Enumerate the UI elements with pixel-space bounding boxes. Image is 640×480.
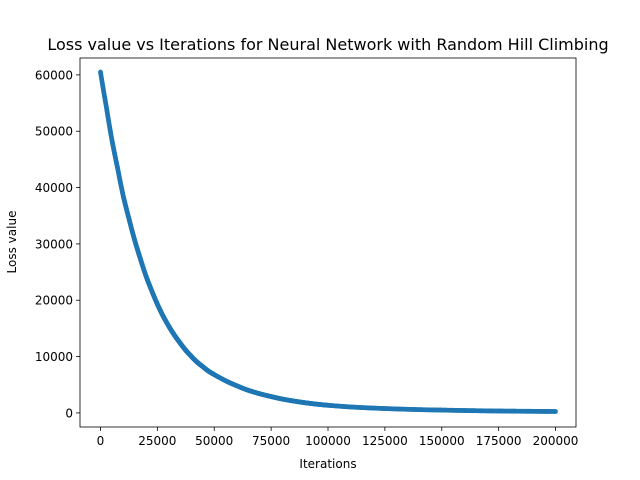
x-tick-label: 175000 (476, 434, 522, 448)
y-tick-label: 60000 (35, 68, 73, 82)
x-tick-label: 50000 (195, 434, 233, 448)
plot-frame (79, 57, 577, 428)
x-axis-ticks: 0 25000 50000 75000 100000 125000 150000 175000… (97, 427, 579, 448)
y-tick-label: 40000 (35, 181, 73, 195)
x-tick-label: 25000 (138, 434, 176, 448)
x-tick-label: 150000 (419, 434, 465, 448)
x-axis-label: Iterations (299, 457, 356, 471)
y-tick-label: 10000 (35, 350, 73, 364)
x-tick-label: 100000 (305, 434, 351, 448)
data-point (553, 409, 558, 414)
y-tick-label: 50000 (35, 125, 73, 139)
y-axis-ticks: 0 10000 20000 30000 40000 50000 60000 (35, 68, 80, 420)
x-tick-label: 75000 (252, 434, 290, 448)
y-tick-label: 30000 (35, 237, 73, 251)
y-axis-label: Loss value (5, 211, 19, 274)
x-tick-label: 200000 (533, 434, 579, 448)
x-tick-label: 125000 (362, 434, 408, 448)
chart-title: Loss value vs Iterations for Neural Netw… (47, 35, 608, 54)
y-tick-label: 20000 (35, 294, 73, 308)
y-tick-label: 0 (65, 406, 73, 420)
x-tick-label: 0 (97, 434, 105, 448)
data-points (98, 69, 558, 414)
